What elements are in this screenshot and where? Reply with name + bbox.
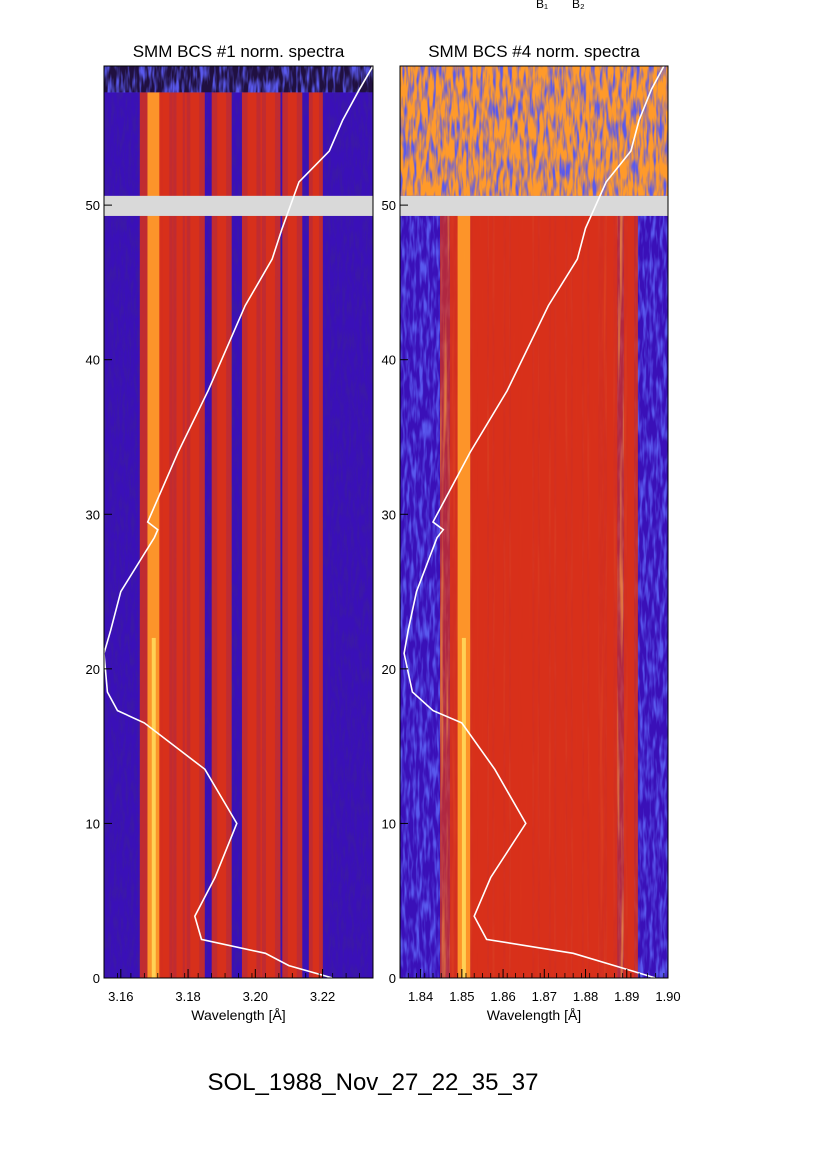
x-tick-label: 3.20: [243, 989, 268, 1004]
x-tick-label: 1.88: [573, 989, 598, 1004]
y-tick-label: 50: [382, 198, 396, 213]
emission-line: [190, 92, 200, 978]
y-tick-label: 20: [382, 662, 396, 677]
emission-line: [265, 92, 275, 978]
emission-line: [589, 195, 599, 978]
y-tick-label: 0: [93, 971, 100, 986]
emission-line: [494, 195, 504, 978]
y-tick-label: 10: [382, 816, 396, 831]
noise-band-texture: [104, 66, 373, 93]
panel-title: SMM BCS #1 norm. spectra: [133, 42, 345, 61]
plot-area: [104, 66, 373, 978]
x-tick-label: 3.16: [108, 989, 133, 1004]
emission-line-core: [151, 637, 156, 978]
emission-line: [539, 195, 549, 978]
x-axis-label: Wavelength [Å]: [487, 1007, 581, 1023]
x-tick-label: 1.90: [655, 989, 680, 1004]
emission-line: [627, 195, 635, 978]
figure-footer-title: SOL_1988_Nov_27_22_35_37: [208, 1069, 539, 1096]
y-tick-label: 0: [389, 971, 396, 986]
panel-bcs4: SMM BCS #4 norm. spectra 1.84 1.85 1.86 1.87…: [382, 42, 681, 1023]
noise-band-texture: [400, 66, 668, 196]
emission-line: [287, 92, 297, 978]
emission-line: [477, 195, 487, 978]
x-tick-label: 3.22: [310, 989, 335, 1004]
y-tick-label: 40: [86, 353, 100, 368]
emission-line: [556, 195, 566, 978]
data-gap-band: [400, 195, 668, 216]
emission-line: [607, 195, 614, 978]
x-tick-label: 1.86: [490, 989, 515, 1004]
x-tick-label: 1.87: [532, 989, 557, 1004]
panel-bcs1: SMM BCS #1 norm. spectra 3.16 3.18 3.20 3.22…: [86, 42, 374, 1023]
emission-line: [572, 195, 582, 978]
plot-frame: [399, 65, 669, 979]
y-tick-label: 30: [382, 507, 396, 522]
top-label-b2: B₂: [572, 0, 585, 11]
emission-line: [147, 92, 161, 978]
emission-line-core: [461, 637, 466, 978]
y-tick-label: 20: [86, 662, 100, 677]
x-tick-label: 1.89: [614, 989, 639, 1004]
x-tick-label: 1.85: [449, 989, 474, 1004]
emission-line: [312, 92, 319, 978]
y-tick-label: 10: [86, 816, 100, 831]
emission-line: [510, 195, 520, 978]
emission-line: [247, 92, 257, 978]
y-tick-label: 30: [86, 507, 100, 522]
y-tick-label: 40: [382, 353, 396, 368]
overlay-curve: [104, 66, 373, 978]
emission-line: [217, 92, 227, 978]
data-gap-band: [104, 195, 373, 216]
plot-area: [400, 66, 668, 978]
x-tick-label: 3.18: [175, 989, 200, 1004]
top-label-b1: B₁: [536, 0, 548, 11]
emission-line: [163, 92, 170, 978]
y-tick-label: 50: [86, 198, 100, 213]
emission-line: [523, 195, 533, 978]
emission-line: [176, 92, 183, 978]
x-tick-label: 1.84: [408, 989, 433, 1004]
panel-title: SMM BCS #4 norm. spectra: [428, 42, 640, 61]
overlay-curve: [403, 66, 665, 978]
emission-line: [457, 195, 471, 978]
x-axis-label: Wavelength [Å]: [191, 1007, 285, 1023]
